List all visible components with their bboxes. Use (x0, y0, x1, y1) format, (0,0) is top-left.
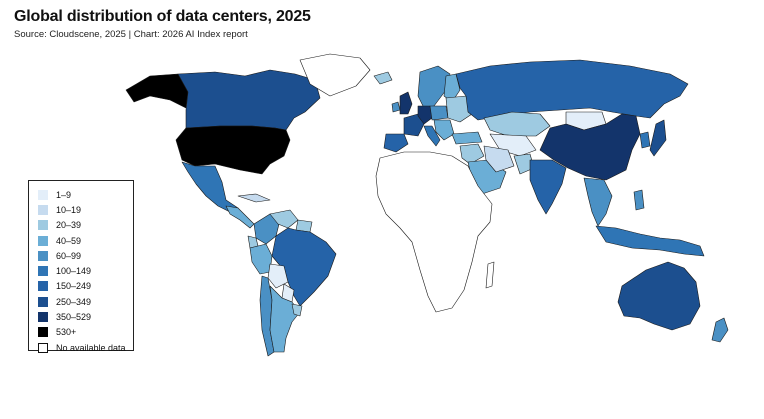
region-middle-east (459, 143, 485, 165)
region-iran (483, 145, 515, 173)
region-balkans (433, 119, 455, 141)
legend: 1–9 10–19 20–39 40–59 60–99 100–149 150–… (28, 180, 134, 353)
legend-item: 60–99 (38, 248, 133, 263)
region-africa (375, 151, 493, 313)
legend-item: 350–529 (38, 309, 133, 324)
legend-item: 40–59 (38, 233, 133, 248)
region-central-europe (429, 105, 449, 121)
region-alaska (125, 73, 189, 109)
region-australia (617, 261, 701, 331)
legend-item: 250–349 (38, 294, 133, 309)
legend-item: 20–39 (38, 218, 133, 233)
region-germany (417, 105, 433, 125)
region-mexico (181, 161, 239, 215)
legend-swatch (38, 250, 48, 261)
legend-label: 60–99 (56, 250, 82, 261)
legend-label: 10–19 (56, 204, 82, 215)
region-ireland (391, 101, 401, 113)
legend-label: 250–349 (56, 296, 92, 307)
chart-header: Global distribution of data centers, 202… (14, 8, 311, 40)
region-uruguay (291, 303, 303, 317)
region-argentina (269, 285, 301, 353)
chart-subtitle: Source: Cloudscene, 2025 | Chart: 2026 A… (14, 29, 248, 40)
region-greenland (299, 53, 371, 97)
legend-label: No available data (56, 342, 126, 353)
region-new-zealand (711, 317, 729, 343)
region-venezuela (269, 209, 299, 229)
region-madagascar (485, 261, 495, 289)
region-bolivia (267, 263, 289, 289)
legend-label: 100–149 (56, 266, 92, 277)
region-india (529, 159, 567, 215)
region-canada (177, 69, 321, 131)
region-united-states (175, 125, 291, 175)
region-korea (639, 131, 651, 149)
legend-swatch (38, 296, 48, 307)
region-turkey (451, 131, 483, 145)
region-japan (649, 119, 667, 157)
legend-swatch (38, 204, 48, 215)
region-cuba (237, 193, 271, 203)
region-russia (455, 59, 689, 121)
region-central-asia (489, 133, 537, 157)
legend-label: 40–59 (56, 235, 82, 246)
region-peru (249, 243, 273, 275)
legend-label: 350–529 (56, 312, 92, 323)
legend-label: 530+ (56, 327, 77, 338)
region-kazakhstan (483, 111, 551, 137)
region-southeast-asia (583, 177, 613, 227)
region-eastern-europe (445, 95, 473, 123)
region-indonesia (595, 225, 705, 257)
region-philippines (633, 189, 645, 211)
legend-item: 10–19 (38, 202, 133, 217)
region-united-kingdom (399, 91, 413, 115)
legend-item: 150–249 (38, 279, 133, 294)
region-scandinavia (417, 65, 451, 109)
legend-item: No available data (38, 340, 133, 355)
legend-swatch (38, 189, 48, 200)
region-iberia (383, 133, 409, 153)
legend-swatch (38, 266, 48, 277)
legend-swatch (38, 342, 48, 353)
region-central-america (225, 205, 255, 229)
legend-swatch (38, 235, 48, 246)
legend-swatch (38, 312, 48, 323)
region-france (403, 113, 425, 137)
legend-label: 1–9 (56, 189, 72, 200)
legend-label: 150–249 (56, 281, 92, 292)
region-italy (423, 125, 441, 147)
region-finland (443, 73, 461, 103)
legend-item: 1–9 (38, 187, 133, 202)
chart-title: Global distribution of data centers, 202… (14, 8, 311, 25)
legend-label: 20–39 (56, 220, 82, 231)
region-iceland (373, 71, 393, 85)
region-china (539, 113, 641, 181)
legend-swatch (38, 327, 48, 338)
legend-swatch (38, 281, 48, 292)
legend-item: 530+ (38, 325, 133, 340)
legend-swatch (38, 220, 48, 231)
legend-item: 100–149 (38, 263, 133, 278)
